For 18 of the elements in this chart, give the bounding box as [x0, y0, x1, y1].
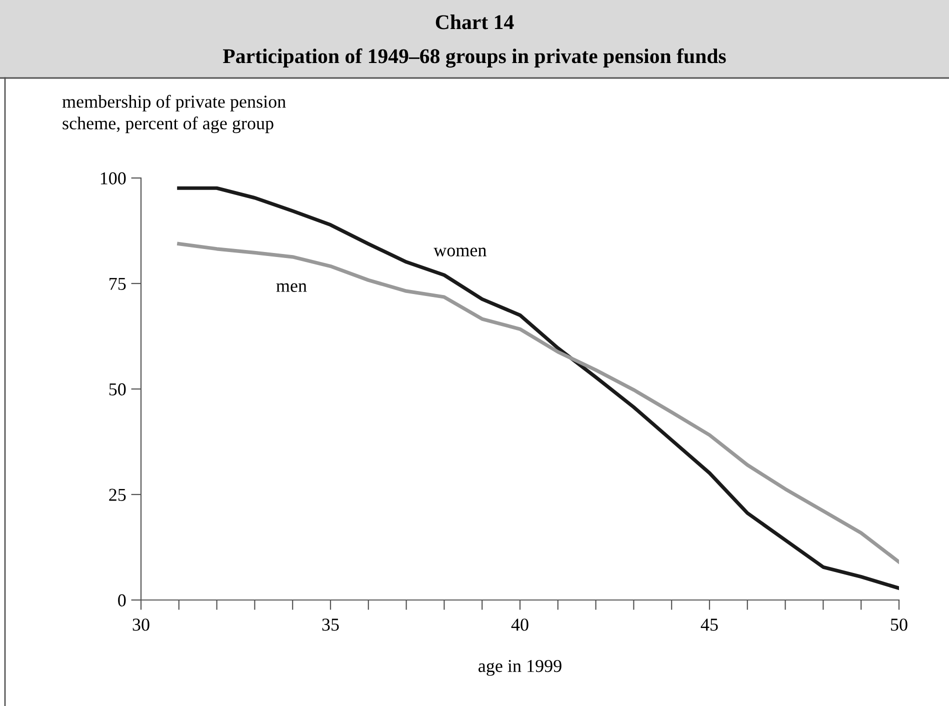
y-tick-label: 25	[109, 488, 126, 501]
series-label: women	[434, 248, 486, 256]
y-tick-label: 100	[100, 172, 126, 184]
chart-title: Chart 14	[436, 14, 514, 30]
y-tick-label: 75	[110, 278, 126, 290]
chart-subtitle: Participation of 1949–68 groups in private pension funds	[222, 48, 726, 68]
x-tick-label: 40	[511, 618, 528, 631]
y-tick-label: 50	[109, 383, 126, 396]
x-tick-label: 35	[322, 618, 339, 631]
x-tick-label: 45	[700, 618, 718, 631]
line-series	[177, 242, 899, 564]
series-label: men	[276, 283, 307, 292]
x-tick-label: 50	[891, 618, 908, 631]
x-tick-label: 30	[132, 618, 150, 631]
y-tick-label: 0	[118, 594, 126, 606]
x-axis-title: age in 1999	[478, 660, 562, 676]
y-axis-title: membership of private pension scheme, percent of age group	[62, 94, 286, 134]
line-series	[177, 186, 899, 590]
